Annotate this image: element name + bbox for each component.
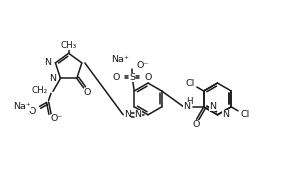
Text: O⁻: O⁻ — [51, 114, 63, 123]
Text: CH₂: CH₂ — [32, 86, 48, 95]
Text: CH₃: CH₃ — [60, 41, 77, 50]
Text: N: N — [124, 110, 131, 119]
Text: N: N — [183, 102, 190, 111]
Text: N: N — [209, 102, 216, 111]
Text: O: O — [113, 73, 120, 82]
Text: N: N — [135, 110, 141, 119]
Text: O: O — [144, 73, 152, 82]
Text: N: N — [222, 110, 229, 119]
Text: O: O — [83, 88, 91, 97]
Text: Na⁺: Na⁺ — [13, 102, 30, 111]
Text: O: O — [29, 107, 36, 116]
Text: Na⁺: Na⁺ — [111, 55, 129, 64]
Text: O⁻: O⁻ — [136, 61, 149, 70]
Text: N: N — [44, 58, 52, 67]
Text: H: H — [186, 97, 193, 106]
Text: S: S — [129, 73, 135, 82]
Text: Cl: Cl — [185, 79, 194, 88]
Text: N: N — [49, 74, 57, 83]
Text: Cl: Cl — [240, 110, 250, 119]
Text: O: O — [193, 120, 200, 129]
